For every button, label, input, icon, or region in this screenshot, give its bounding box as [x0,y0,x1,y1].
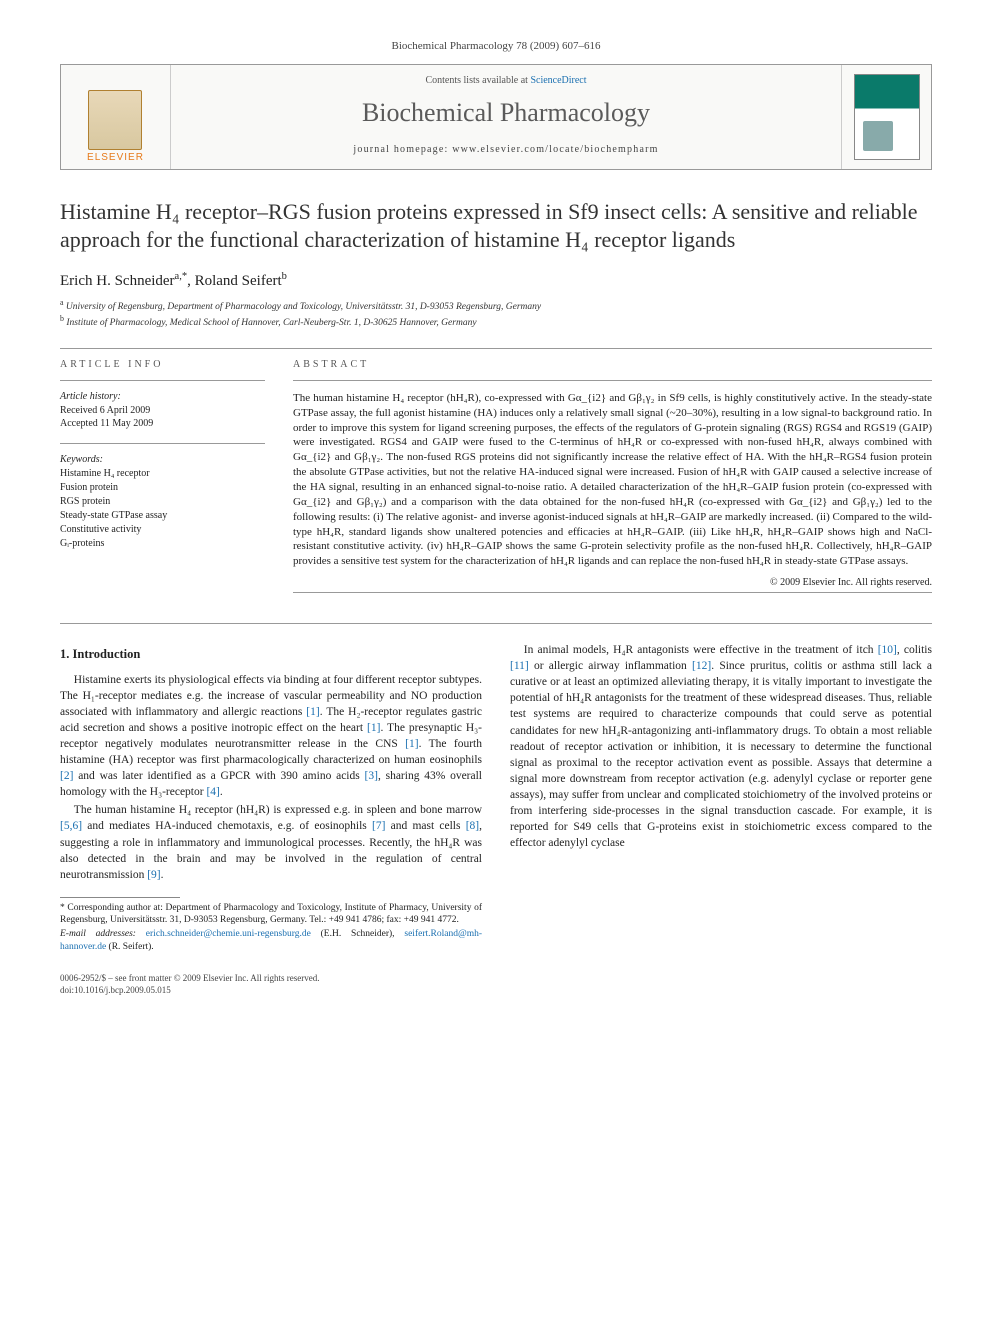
keyword: Fusion protein [60,481,265,495]
keyword: Constitutive activity [60,523,265,537]
intro-para-3: In animal models, H₄R antagonists were e… [510,642,932,851]
section-heading-intro: 1. Introduction [60,646,482,664]
keyword: Gᵢ-proteins [60,537,265,551]
info-abstract-row: ARTICLE INFO Article history: Received 6… [60,359,932,603]
keywords-block: Keywords: Histamine H₄ receptor Fusion p… [60,454,265,551]
author-2-aff: b [282,271,287,282]
affiliation-b-text: Institute of Pharmacology, Medical Schoo… [66,318,476,328]
publisher-name: ELSEVIER [87,152,144,163]
intro-para-1: Histamine exerts its physiological effec… [60,672,482,801]
keyword: RGS protein [60,495,265,509]
email-link-1[interactable]: erich.schneider@chemie.uni-regensburg.de [146,929,311,939]
contents-prefix: Contents lists available at [425,75,530,86]
email-label: E-mail addresses: [60,929,146,939]
history-label: Article history: [60,391,265,402]
article-info-heading: ARTICLE INFO [60,359,265,370]
affiliations: a University of Regensburg, Department o… [60,298,932,330]
homepage-url: www.elsevier.com/locate/biochempharm [452,144,658,155]
article-history: Article history: Received 6 April 2009 A… [60,391,265,431]
intro-para-2: The human histamine H₄ receptor (hH₄R) i… [60,802,482,882]
abstract-copyright: © 2009 Elsevier Inc. All rights reserved… [293,577,932,588]
email-who-2: (R. Seifert). [106,942,154,952]
journal-title: Biochemical Pharmacology [179,98,833,128]
affiliation-a: a University of Regensburg, Department o… [60,298,932,314]
corresponding-footnote: * Corresponding author at: Department of… [60,902,482,953]
authors: Erich H. Schneidera,*, Roland Seifertb [60,271,932,290]
divider [60,380,265,381]
corr-text: Corresponding author at: Department of P… [60,903,482,925]
author-1: Erich H. Schneider [60,273,175,289]
divider [293,592,932,593]
affiliation-b: b Institute of Pharmacology, Medical Sch… [60,314,932,330]
article-info-col: ARTICLE INFO Article history: Received 6… [60,359,265,603]
divider [60,623,932,624]
elsevier-tree-icon [88,90,142,150]
divider [60,443,265,444]
journal-cover-icon [854,74,920,160]
sciencedirect-link[interactable]: ScienceDirect [530,75,586,86]
page-footer: 0006-2952/$ – see front matter © 2009 El… [60,973,932,996]
divider [60,348,932,349]
abstract-heading: ABSTRACT [293,359,932,370]
article-title: Histamine H₄ receptor–RGS fusion protein… [60,198,932,253]
accepted-date: Accepted 11 May 2009 [60,417,265,431]
keywords-label: Keywords: [60,454,265,465]
footnote-divider [60,897,180,898]
author-1-aff: a,* [175,271,188,282]
author-2: , Roland Seifert [187,273,282,289]
abstract-text: The human histamine H₄ receptor (hH₄R), … [293,391,932,569]
homepage-prefix: journal homepage: [353,144,452,155]
body-columns: 1. Introduction Histamine exerts its phy… [60,642,932,955]
banner-center: Contents lists available at ScienceDirec… [171,65,841,169]
email-who-1: (E.H. Schneider), [311,929,405,939]
elsevier-logo: ELSEVIER [87,90,144,163]
affiliation-a-text: University of Regensburg, Department of … [66,302,541,312]
journal-homepage: journal homepage: www.elsevier.com/locat… [179,144,833,155]
publisher-logo-box: ELSEVIER [61,65,171,169]
journal-banner: ELSEVIER Contents lists available at Sci… [60,64,932,170]
keyword: Steady-state GTPase assay [60,509,265,523]
keyword: Histamine H₄ receptor [60,467,265,481]
received-date: Received 6 April 2009 [60,404,265,418]
footer-doi: doi:10.1016/j.bcp.2009.05.015 [60,985,932,997]
contents-available: Contents lists available at ScienceDirec… [179,75,833,86]
cover-thumb-box [841,65,931,169]
abstract-col: ABSTRACT The human histamine H₄ receptor… [293,359,932,603]
footer-copyright: 0006-2952/$ – see front matter © 2009 El… [60,973,932,985]
divider [293,380,932,381]
header-citation: Biochemical Pharmacology 78 (2009) 607–6… [60,40,932,52]
